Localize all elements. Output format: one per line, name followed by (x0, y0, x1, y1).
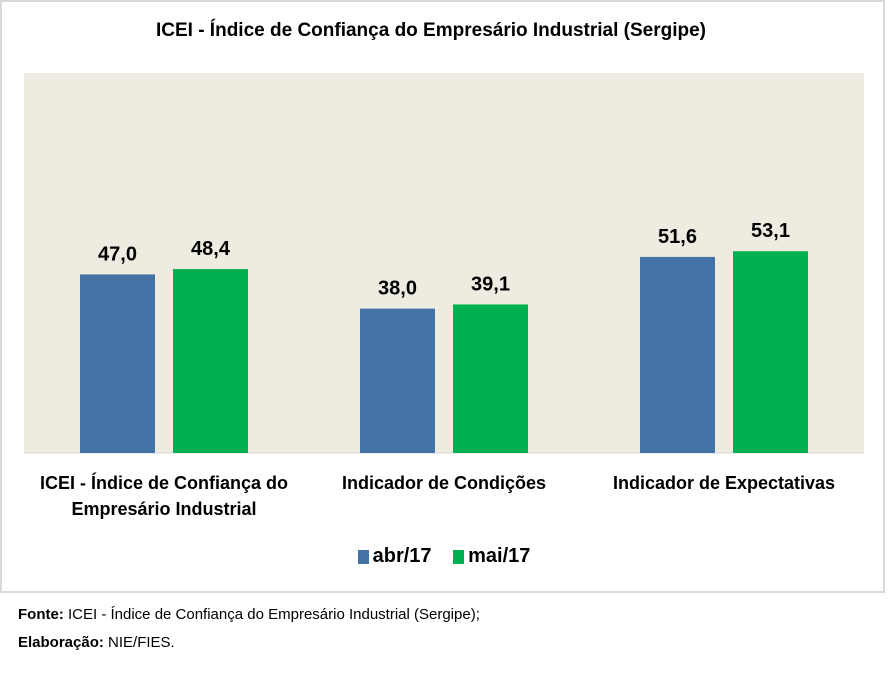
legend-item-mai17: mai/17 (453, 545, 530, 568)
data-label-abr17-cat2: 51,6 (658, 226, 697, 248)
category-label-1: Indicador de Condições (304, 470, 584, 496)
category-label-2: Indicador de Expectativas (584, 470, 864, 496)
footer-elaboration: Elaboração: NIE/FIES. (18, 634, 175, 651)
data-label-mai17-cat2: 53,1 (751, 220, 790, 242)
elaboration-text: NIE/FIES. (103, 634, 175, 651)
plot-area (24, 73, 864, 453)
chart-title: ICEI - Índice de Confiança do Empresário… (155, 20, 707, 41)
legend-label-mai17: mai/17 (468, 545, 531, 567)
source-label: Fonte: (18, 606, 64, 623)
legend: abr/17 mai/17 (0, 545, 888, 570)
legend-label-abr17: abr/17 (372, 545, 432, 567)
data-label-mai17-cat0: 48,4 (191, 238, 231, 260)
data-label-abr17-cat0: 47,0 (98, 243, 137, 265)
category-label-line: ICEI - Índice de Confiança do (39, 473, 289, 493)
bar-abr17-cat0 (80, 274, 155, 453)
elaboration-label: Elaboração: (18, 634, 104, 651)
bar-abr17-cat1 (360, 308, 435, 453)
footer-source: Fonte: ICEI - Índice de Confiança do Emp… (18, 606, 480, 623)
source-text: ICEI - Índice de Confiança do Empresário… (63, 606, 480, 623)
bar-mai17-cat1 (453, 304, 528, 453)
bar-mai17-cat2 (733, 251, 808, 453)
legend-item-abr17: abr/17 (357, 545, 432, 568)
legend-swatch-abr17 (357, 549, 369, 564)
category-label-line: Empresário Industrial (71, 499, 257, 519)
bar-mai17-cat0 (173, 269, 248, 453)
bar-abr17-cat2 (640, 256, 715, 453)
legend-swatch-mai17 (453, 549, 465, 564)
data-label-abr17-cat1: 38,0 (378, 278, 417, 300)
category-label-0: ICEI - Índice de Confiança do Empresário … (24, 470, 304, 522)
category-label-line: Indicador de Expectativas (612, 473, 836, 493)
data-label-mai17-cat1: 39,1 (471, 273, 510, 295)
category-label-line: Indicador de Condições (341, 473, 547, 493)
